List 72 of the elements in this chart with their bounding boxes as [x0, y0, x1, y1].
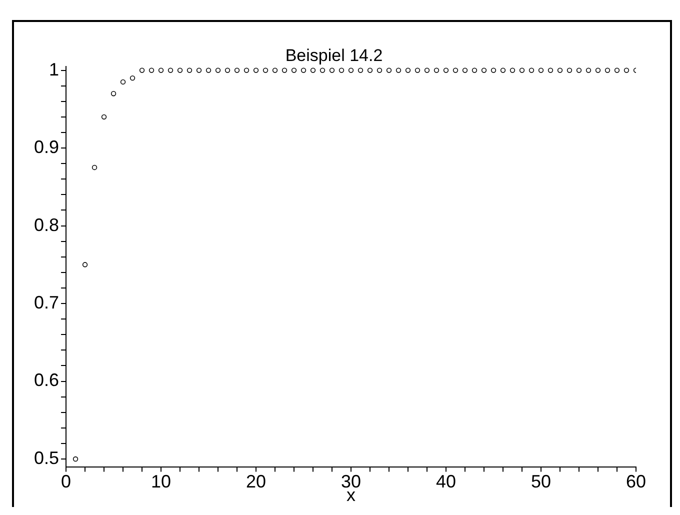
point: [310, 68, 316, 73]
point: [215, 68, 221, 73]
point: [586, 68, 592, 73]
point: [224, 68, 230, 73]
point: [158, 68, 164, 73]
x-tick-label: 50: [530, 472, 552, 492]
point: [462, 68, 468, 73]
point: [72, 456, 78, 462]
point: [500, 68, 506, 73]
point: [424, 68, 430, 73]
x-tick-label: 40: [436, 472, 456, 492]
y-tick-label: 0.6: [34, 370, 60, 390]
chart-title: Beispiel 14.2: [285, 46, 383, 65]
point: [196, 68, 202, 73]
point: [490, 68, 496, 73]
point: [234, 68, 240, 73]
point: [548, 68, 554, 73]
point: [538, 68, 544, 73]
point: [186, 68, 192, 73]
point: [595, 68, 601, 73]
point: [300, 68, 306, 73]
x-tick-label: 20: [246, 472, 266, 492]
point: [348, 68, 354, 73]
point: [376, 68, 382, 73]
y-tick-label: 0.5: [34, 448, 60, 468]
point: [358, 68, 364, 73]
point: [576, 68, 582, 73]
point: [120, 79, 126, 85]
point: [110, 91, 116, 96]
point: [604, 68, 610, 73]
point: [338, 68, 344, 73]
point: [434, 68, 440, 73]
point: [262, 68, 268, 73]
point: [414, 68, 420, 73]
y-tick-label: 0.8: [34, 214, 60, 235]
point: [148, 68, 154, 73]
point: [139, 68, 145, 73]
y-tick-label: 0.7: [34, 292, 60, 312]
x-tick-label: 0: [61, 472, 72, 492]
point: [244, 68, 250, 73]
point: [472, 68, 478, 73]
y-tick-label: 1: [49, 59, 60, 80]
point: [82, 262, 88, 268]
point: [557, 68, 563, 73]
point: [168, 68, 174, 73]
point: [367, 68, 373, 73]
point: [481, 68, 487, 73]
point: [396, 68, 402, 73]
point: [272, 68, 278, 73]
x-tick-label: 60: [626, 472, 646, 492]
point: [101, 114, 107, 120]
point: [566, 68, 572, 73]
point: [405, 68, 411, 73]
point: [291, 68, 297, 73]
point: [206, 68, 212, 73]
point: [320, 68, 326, 73]
point: [177, 68, 183, 73]
point: [443, 68, 449, 73]
point: [452, 68, 458, 73]
point: [528, 68, 534, 73]
point: [386, 68, 392, 73]
x-tick-label: 10: [151, 472, 172, 492]
point: [329, 68, 335, 73]
point: [624, 68, 630, 73]
point: [510, 68, 516, 73]
point: [519, 68, 525, 73]
point: [92, 164, 98, 170]
point: [253, 68, 259, 73]
point: [282, 68, 288, 73]
point: [130, 75, 136, 81]
point: [614, 68, 620, 73]
y-tick-label: 0.9: [34, 137, 60, 158]
